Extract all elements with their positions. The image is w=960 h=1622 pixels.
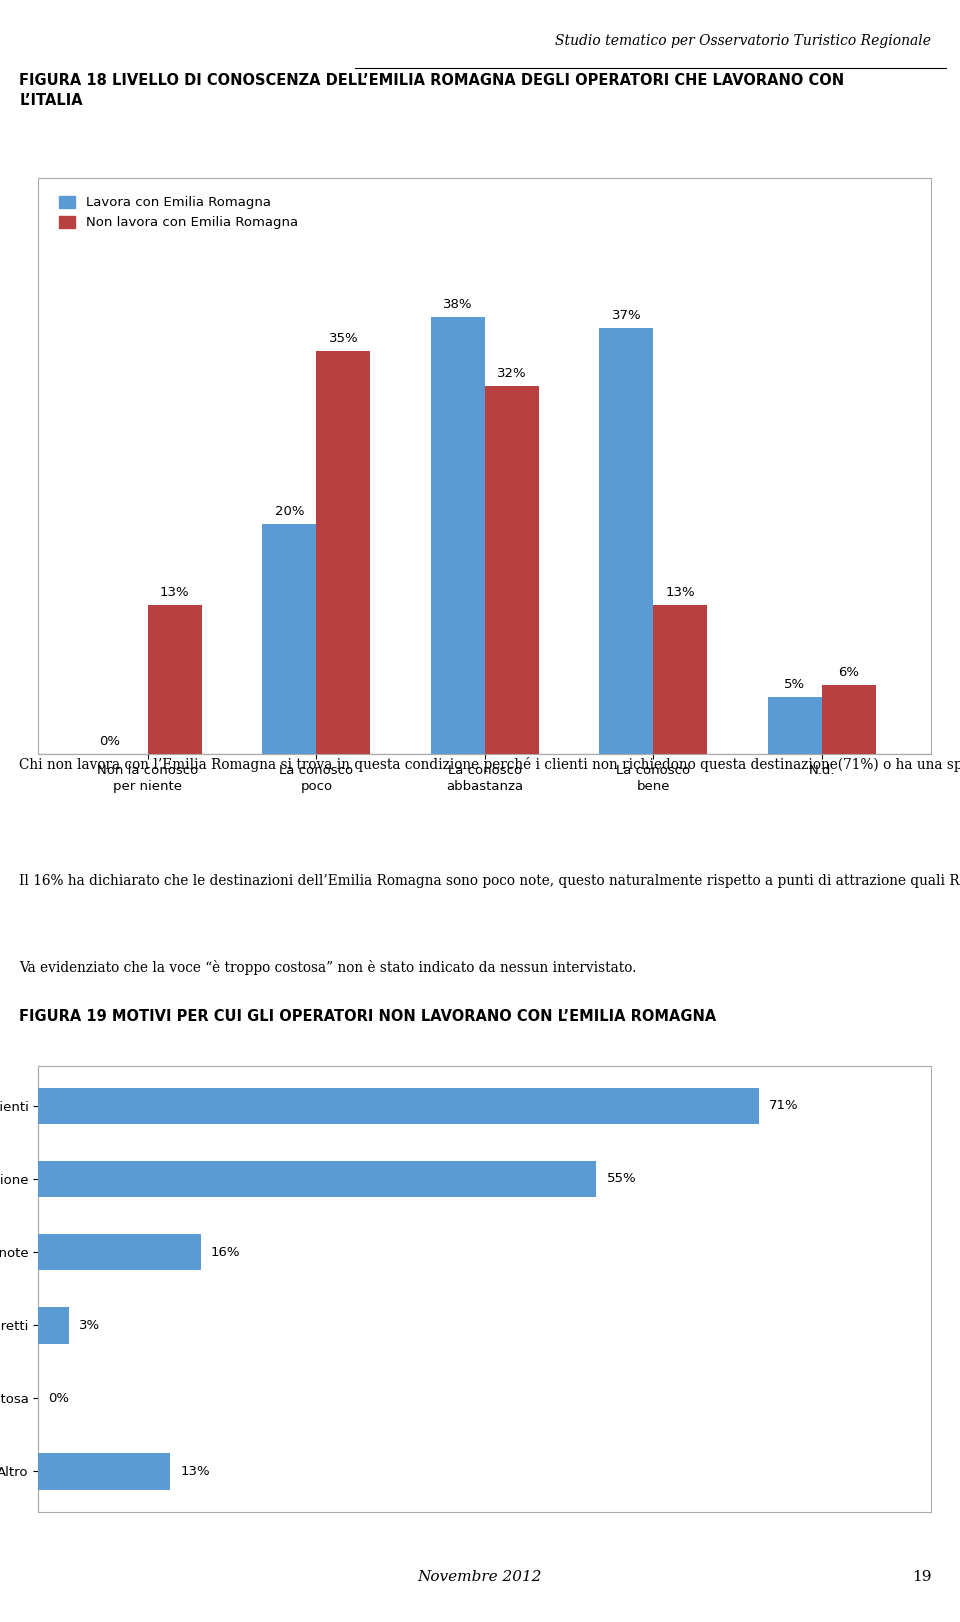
Text: 20%: 20% (275, 504, 304, 517)
Bar (599, 328, 653, 754)
Bar (768, 696, 822, 754)
Text: 19: 19 (912, 1570, 931, 1583)
Text: 38%: 38% (444, 298, 472, 311)
Text: 71%: 71% (769, 1100, 799, 1113)
Text: 3%: 3% (79, 1319, 100, 1332)
Text: 37%: 37% (612, 310, 641, 323)
Text: FIGURA 19 MOTIVI PER CUI GLI OPERATORI NON LAVORANO CON L’EMILIA ROMAGNA: FIGURA 19 MOTIVI PER CUI GLI OPERATORI N… (19, 1009, 716, 1023)
Text: Studio tematico per Osservatorio Turistico Regionale: Studio tematico per Osservatorio Turisti… (555, 34, 931, 47)
Bar (38, 178, 931, 754)
Bar (653, 605, 708, 754)
Text: 6%: 6% (838, 667, 859, 680)
Text: Il 16% ha dichiarato che le destinazioni dell’Emilia Romagna sono poco note, que: Il 16% ha dichiarato che le destinazioni… (19, 874, 960, 889)
Text: 32%: 32% (497, 367, 527, 380)
Bar (822, 684, 876, 754)
Legend: Lavora con Emilia Romagna, Non lavora con Emilia Romagna: Lavora con Emilia Romagna, Non lavora co… (54, 191, 303, 235)
Bar (38, 1088, 758, 1124)
Text: 0%: 0% (49, 1392, 69, 1405)
Text: 35%: 35% (328, 333, 358, 345)
Bar (38, 1453, 170, 1489)
Text: 5%: 5% (784, 678, 805, 691)
Bar (148, 605, 202, 754)
Text: Novembre 2012: Novembre 2012 (418, 1570, 542, 1583)
Bar (38, 1234, 201, 1270)
Bar (262, 524, 317, 754)
Text: 16%: 16% (211, 1246, 240, 1259)
Bar (38, 1307, 69, 1343)
Text: 13%: 13% (180, 1465, 210, 1478)
Text: FIGURA 18 LIVELLO DI CONOSCENZA DELL’EMILIA ROMAGNA DEGLI OPERATORI CHE LAVORANO: FIGURA 18 LIVELLO DI CONOSCENZA DELL’EMI… (19, 73, 845, 107)
Text: Va evidenziato che la voce “è troppo costosa” non è stato indicato da nessun int: Va evidenziato che la voce “è troppo cos… (19, 960, 636, 975)
Text: 13%: 13% (665, 586, 695, 599)
Bar (38, 1161, 596, 1197)
Text: Chi non lavora con l’Emilia Romagna si trova in questa condizione perché i clien: Chi non lavora con l’Emilia Romagna si t… (19, 757, 960, 772)
Text: 13%: 13% (160, 586, 190, 599)
Bar (485, 386, 539, 754)
Bar (431, 316, 485, 754)
Bar (38, 1066, 931, 1512)
Text: 55%: 55% (607, 1173, 636, 1186)
Bar (317, 352, 371, 754)
Text: 0%: 0% (99, 735, 120, 748)
